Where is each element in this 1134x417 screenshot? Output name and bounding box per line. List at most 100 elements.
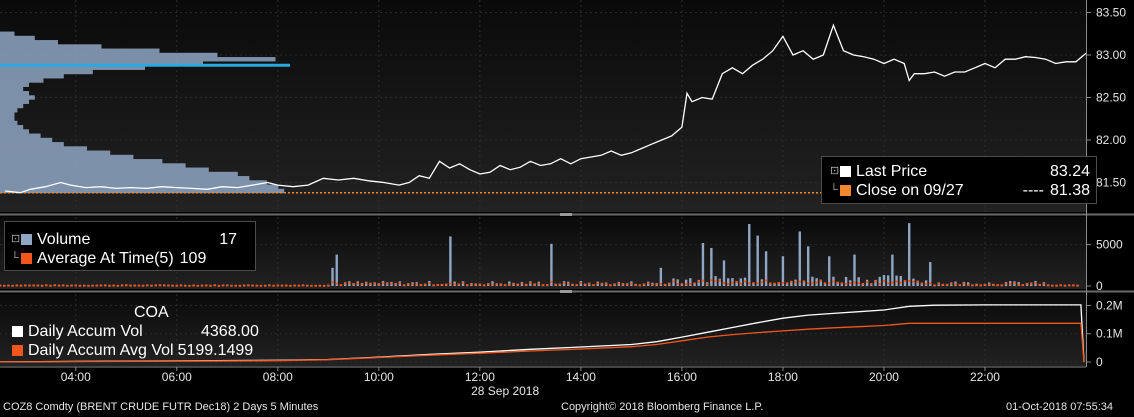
volume-profile-bar	[0, 108, 18, 113]
average-marker	[941, 283, 945, 286]
volume-bar	[886, 275, 890, 286]
average-marker	[407, 283, 410, 286]
expand-icon[interactable]: ⊡	[830, 165, 840, 177]
volume-bar	[739, 278, 743, 286]
volume-profile	[0, 31, 290, 194]
average-marker	[1059, 284, 1062, 287]
average-marker	[1004, 282, 1008, 285]
average-marker	[398, 282, 402, 285]
accum-legend[interactable]: COA Daily Accum Vol 4368.00 Daily Accum …	[12, 303, 259, 360]
volume-profile-bar	[0, 61, 203, 66]
average-marker	[360, 283, 364, 286]
expand-icon[interactable]: ⊡	[11, 233, 21, 245]
legend-row-accum-avg[interactable]: Daily Accum Avg Vol 5199.1499	[12, 341, 259, 360]
average-marker	[722, 282, 726, 285]
y-tick-label: 5000	[1096, 238, 1123, 252]
volume-profile-bar	[0, 52, 218, 58]
volume-legend[interactable]: ⊡ Volume 17 └ Average At Time(5) 109	[4, 221, 256, 271]
average-marker	[908, 280, 911, 283]
average-marker	[322, 284, 326, 287]
average-marker	[937, 283, 940, 286]
volume-profile-bar	[0, 159, 163, 164]
average-marker	[642, 283, 646, 286]
average-marker	[1021, 284, 1025, 287]
average-marker	[600, 283, 604, 286]
separator-grip-top[interactable]	[560, 213, 572, 216]
average-marker	[449, 282, 452, 285]
average-marker	[381, 282, 385, 285]
average-marker	[651, 283, 654, 286]
average-marker	[1038, 283, 1041, 286]
legend-row-average[interactable]: └ Average At Time(5) 109	[11, 249, 249, 268]
average-marker	[962, 282, 966, 285]
average-marker	[1013, 282, 1016, 285]
average-marker	[676, 282, 679, 285]
volume-bar	[684, 279, 688, 286]
average-marker	[1017, 283, 1020, 286]
average-marker	[365, 282, 368, 285]
average-marker	[567, 282, 570, 285]
average-marker	[306, 284, 309, 287]
y-tick-label: 83.00	[1096, 48, 1126, 62]
average-marker	[1072, 284, 1075, 287]
average-marker	[112, 284, 115, 287]
average-marker	[432, 284, 435, 287]
volume-bar	[844, 276, 848, 286]
average-marker	[137, 284, 141, 287]
average-marker	[760, 281, 764, 284]
volume-bar	[899, 275, 902, 286]
footer-security: COZ8 Comdty (BRENT CRUDE FUTR Dec18) 2 D…	[3, 401, 319, 413]
average-marker	[912, 280, 915, 283]
average-marker	[474, 283, 477, 286]
average-marker	[436, 283, 439, 286]
average-marker	[348, 282, 351, 285]
close-dashes: ----	[1022, 182, 1044, 199]
volume-profile-bar	[0, 150, 111, 155]
average-marker	[537, 282, 540, 285]
average-marker	[727, 283, 730, 286]
average-marker	[293, 284, 296, 287]
average-marker	[1030, 282, 1033, 285]
average-marker	[209, 284, 212, 287]
accum-avg-label: Daily Accum Avg Vol	[28, 342, 174, 359]
separator-grip-bottom[interactable]	[560, 290, 572, 293]
average-marker	[466, 284, 469, 287]
volume-bar	[710, 247, 713, 286]
average-marker	[415, 283, 418, 286]
average-marker	[950, 282, 953, 285]
average-marker	[705, 283, 709, 286]
volume-bar	[903, 280, 907, 286]
legend-row-accum-vol[interactable]: Daily Accum Vol 4368.00	[12, 322, 259, 341]
average-marker	[836, 281, 839, 284]
average-marker	[659, 282, 663, 285]
accum-avg-value: 5199.1499	[177, 342, 254, 359]
average-marker	[701, 279, 705, 282]
average-marker	[196, 284, 200, 287]
average-marker	[958, 284, 961, 287]
volume-bar	[335, 254, 338, 286]
average-marker	[192, 284, 195, 287]
volume-profile-bar	[0, 57, 276, 62]
average-marker	[259, 284, 263, 287]
volume-bar	[769, 283, 772, 286]
average-marker	[7, 284, 10, 287]
price-legend[interactable]: ⊡ Last Price 83.24 └ Close on 09/27 ----…	[821, 156, 1097, 204]
average-marker	[1067, 284, 1071, 287]
average-marker	[802, 280, 806, 283]
legend-row-last-price[interactable]: ⊡ Last Price 83.24	[830, 162, 1090, 181]
volume-value: 17	[219, 231, 237, 248]
legend-row-close[interactable]: └ Close on 09/27 ---- 81.38	[830, 181, 1090, 200]
average-marker	[0, 284, 2, 287]
average-marker	[794, 281, 797, 284]
close-swatch	[840, 185, 851, 196]
volume-bars-layer	[0, 223, 1079, 287]
average-marker	[739, 282, 743, 285]
average-marker	[95, 284, 99, 287]
volume-bar	[735, 281, 738, 286]
average-marker	[735, 280, 738, 283]
accum-vol-value: 4368.00	[201, 323, 259, 340]
volume-bar	[689, 278, 692, 286]
average-marker	[133, 284, 136, 287]
volume-profile-bar	[0, 180, 267, 185]
legend-row-volume[interactable]: ⊡ Volume 17	[11, 230, 249, 249]
